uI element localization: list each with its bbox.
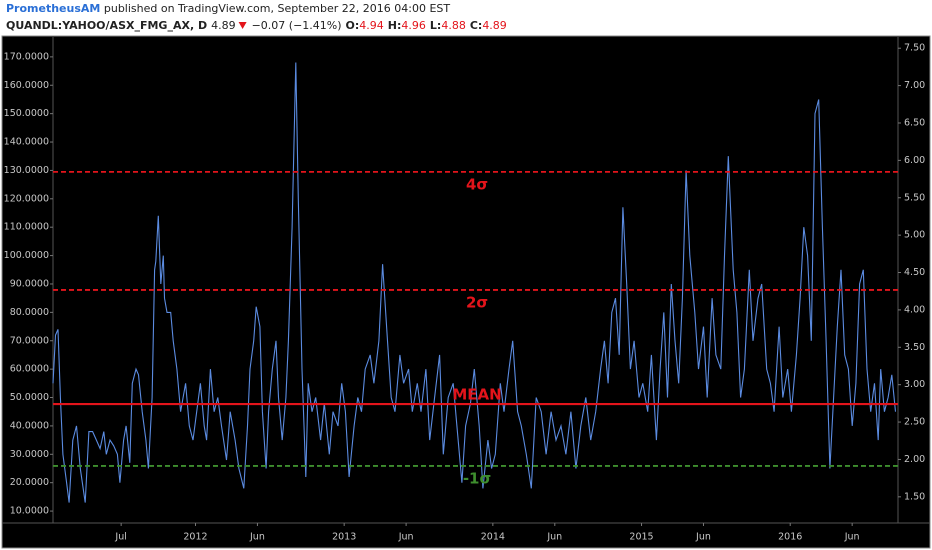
- ohlc-value: 4.88: [441, 19, 466, 32]
- change: −0.07 (−1.41%): [252, 19, 342, 32]
- x-tick-label: Jun: [844, 532, 860, 543]
- series-line: [52, 62, 897, 503]
- y-tick-label: 120.0000: [4, 193, 49, 204]
- y2-tick-label: 2.00: [904, 454, 925, 465]
- level-label: 2σ: [466, 293, 488, 311]
- y-tick-label: 50.0000: [10, 392, 49, 403]
- y2-tick-label: 5.00: [904, 230, 925, 241]
- x-tick-label: Jun: [398, 532, 414, 543]
- plot-bg: [1, 35, 931, 549]
- published: published on TradingView.com, September …: [104, 2, 451, 15]
- price: 4.89: [211, 19, 236, 32]
- level-label: MEAN: [452, 386, 501, 404]
- level-label: -1σ: [463, 469, 491, 487]
- y-tick-label: 30.0000: [10, 449, 49, 460]
- y-tick-label: 150.0000: [4, 108, 49, 119]
- level-label: 4σ: [466, 175, 488, 193]
- header-bg: [0, 0, 932, 36]
- y2-tick-label: 3.00: [904, 379, 925, 390]
- y-tick-label: 160.0000: [4, 80, 49, 91]
- y-tick-label: 170.0000: [4, 51, 49, 62]
- y2-tick-label: 5.50: [904, 192, 925, 203]
- header-line: PrometheusAM published on TradingView.co…: [6, 2, 450, 15]
- x-tick-label: Jun: [546, 532, 562, 543]
- y2-tick-label: 1.50: [904, 491, 925, 502]
- x-tick-label: 2013: [332, 532, 356, 543]
- ohlc-value: 4.94: [359, 19, 384, 32]
- y-tick-label: 130.0000: [4, 165, 49, 176]
- symbol-line: QUANDL:YAHOO/ASX_FMG_AX, D 4.89 −0.07 (−1.…: [6, 19, 507, 32]
- y2-tick-label: 3.50: [904, 342, 925, 353]
- ohlc-label: L:: [430, 19, 441, 32]
- y-tick-label: 110.0000: [4, 222, 49, 233]
- x-tick-label: 2016: [778, 532, 802, 543]
- y2-tick-label: 6.50: [904, 117, 925, 128]
- ohlc-value: 4.96: [401, 19, 426, 32]
- y2-tick-label: 7.00: [904, 80, 925, 91]
- x-tick-label: 2012: [183, 532, 207, 543]
- y-tick-label: 60.0000: [10, 364, 49, 375]
- ohlc-label: H:: [388, 19, 402, 32]
- y-tick-label: 90.0000: [10, 278, 49, 289]
- y2-tick-label: 4.00: [904, 304, 925, 315]
- down-arrow: [238, 22, 247, 29]
- x-tick-label: Jul: [114, 532, 126, 543]
- y-tick-label: 20.0000: [10, 477, 49, 488]
- y-tick-label: 80.0000: [10, 307, 49, 318]
- author[interactable]: PrometheusAM: [6, 2, 100, 15]
- y2-tick-label: 4.50: [904, 267, 925, 278]
- y2-tick-label: 7.50: [904, 43, 925, 54]
- x-tick-label: 2014: [481, 532, 505, 543]
- symbol: QUANDL:YAHOO/ASX_FMG_AX, D: [6, 19, 207, 32]
- y-tick-label: 10.0000: [10, 506, 49, 517]
- x-tick-label: 2015: [629, 532, 653, 543]
- x-tick-label: Jun: [695, 532, 711, 543]
- ohlc-label: C:: [470, 19, 482, 32]
- y2-tick-label: 2.50: [904, 417, 925, 428]
- x-tick-label: Jun: [249, 532, 265, 543]
- y2-tick-label: 6.00: [904, 155, 925, 166]
- y-tick-label: 40.0000: [10, 420, 49, 431]
- y-tick-label: 70.0000: [10, 335, 49, 346]
- y-tick-label: 140.0000: [4, 137, 49, 148]
- ohlc-value: 4.89: [482, 19, 507, 32]
- ohlc-label: O:: [346, 19, 360, 32]
- y-tick-label: 100.0000: [4, 250, 49, 261]
